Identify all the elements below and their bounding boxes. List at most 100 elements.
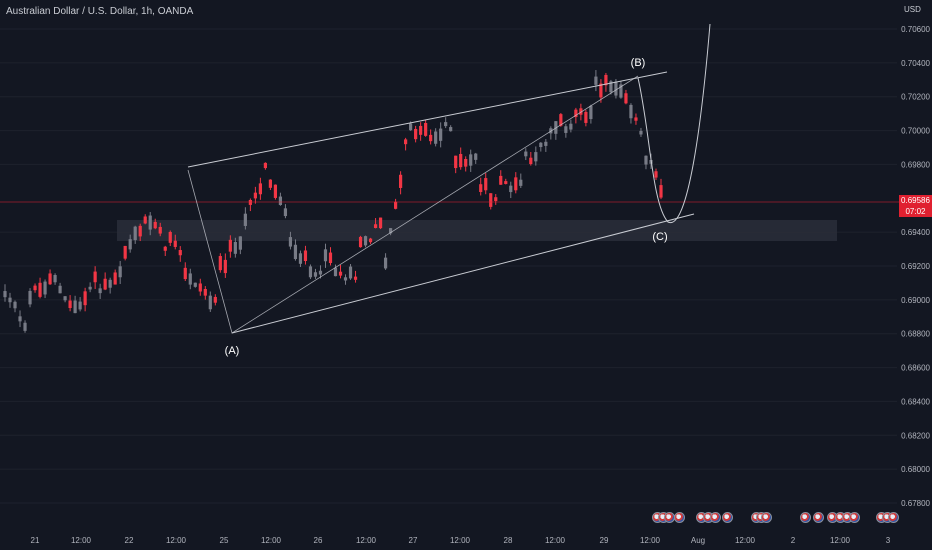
candle-body — [68, 300, 72, 309]
y-axis-tick-label: 0.70000 — [901, 127, 930, 136]
candle-body — [18, 316, 22, 322]
candle-body — [213, 296, 217, 303]
event-flag-icon[interactable] — [761, 512, 772, 523]
event-flag-icon[interactable] — [674, 512, 685, 523]
candle-body — [363, 236, 368, 246]
y-axis-tick-label: 0.68600 — [901, 364, 930, 373]
candle-body — [83, 291, 87, 306]
candle-body — [424, 123, 428, 136]
event-flag-icon[interactable] — [722, 512, 733, 523]
candle-body — [404, 139, 408, 145]
wave-ab-line[interactable] — [187, 75, 639, 334]
y-axis-tick-label: 0.70400 — [901, 59, 930, 68]
candle-body — [268, 179, 273, 188]
candle-body — [253, 192, 257, 199]
candle-body — [48, 273, 52, 285]
candle-body — [619, 84, 623, 98]
candle-body — [33, 285, 37, 291]
y-axis-tick-label: 0.69400 — [901, 228, 930, 237]
x-axis-tick-label: 2 — [791, 536, 796, 545]
candle-body — [138, 225, 142, 237]
candle-body — [524, 151, 528, 157]
candle-body — [409, 123, 413, 131]
candle-body — [328, 252, 333, 264]
candle-body — [358, 236, 363, 248]
candle-body — [459, 153, 463, 168]
candle-body — [28, 290, 32, 305]
x-axis-tick-label: 12:00 — [166, 536, 187, 545]
candle-body — [554, 121, 558, 134]
candle-body — [293, 244, 298, 260]
event-flag-icon[interactable] — [710, 512, 721, 523]
candle-body — [283, 208, 288, 217]
candle-body — [303, 250, 308, 262]
x-axis-tick-label: 25 — [220, 536, 229, 545]
candle-body — [383, 257, 388, 269]
candle-body — [504, 181, 508, 184]
candle-body — [514, 177, 518, 191]
support-zone[interactable] — [117, 220, 837, 241]
candle-body — [318, 270, 323, 275]
candle-body — [659, 185, 663, 198]
candle-body — [544, 141, 548, 146]
y-axis-tick-label: 0.70600 — [901, 25, 930, 34]
candle-body — [388, 228, 393, 234]
candle-body — [594, 76, 598, 85]
candle-body — [644, 155, 648, 165]
candle-body — [53, 274, 57, 283]
event-flag-icon[interactable] — [800, 512, 811, 523]
event-flag-icon[interactable] — [888, 512, 899, 523]
candle-body — [393, 201, 398, 209]
candle-body — [464, 158, 468, 167]
candle-body — [163, 246, 167, 251]
candle-body — [534, 152, 538, 162]
candle-body — [439, 128, 443, 141]
candle-body — [143, 216, 147, 224]
candle-body — [489, 193, 493, 207]
candle-body — [93, 271, 97, 283]
candle-body — [499, 175, 503, 185]
candle-body — [634, 117, 638, 121]
candle-body — [238, 236, 242, 250]
candle-body — [564, 126, 568, 133]
x-axis-tick-label: 26 — [314, 536, 323, 545]
candle-body — [3, 291, 7, 298]
label-c: (C) — [652, 231, 667, 243]
channel-lower-line[interactable] — [231, 213, 695, 334]
y-axis-tick-label: 0.67800 — [901, 499, 930, 508]
candle-body — [414, 128, 418, 140]
candle-body — [73, 300, 77, 314]
price-tag: 0.69586 07:02 — [899, 195, 932, 217]
candle-body — [419, 125, 423, 135]
candle-body — [574, 109, 578, 118]
event-flag-icon[interactable] — [813, 512, 824, 523]
channel-upper-line[interactable] — [187, 71, 668, 168]
x-axis-tick-label: 29 — [600, 536, 609, 545]
candle-body — [263, 162, 267, 169]
candle-body — [113, 272, 117, 285]
candle-body — [579, 108, 583, 115]
projection-curve[interactable] — [637, 23, 711, 223]
price-tag-price: 0.69586 — [901, 196, 930, 205]
candle-body — [469, 154, 473, 166]
candle-body — [13, 301, 17, 309]
x-axis-tick-label: 12:00 — [261, 536, 282, 545]
candle-body — [168, 231, 172, 243]
candle-body — [559, 114, 563, 126]
candle-body — [454, 155, 458, 169]
candle-body — [479, 184, 483, 192]
event-flag-icon[interactable] — [849, 512, 860, 523]
candle-body — [218, 256, 222, 271]
candle-body — [233, 241, 237, 254]
label-a: (A) — [225, 345, 240, 357]
candle-body — [43, 281, 47, 295]
x-axis-tick-label: 3 — [886, 536, 891, 545]
candle-body — [8, 297, 12, 303]
candle-body — [178, 250, 182, 256]
candle-body — [624, 93, 628, 104]
candle-body — [654, 171, 658, 178]
candle-body — [128, 239, 132, 250]
x-axis-tick-label: 12:00 — [545, 536, 566, 545]
y-axis-tick-label: 0.68200 — [901, 431, 930, 440]
